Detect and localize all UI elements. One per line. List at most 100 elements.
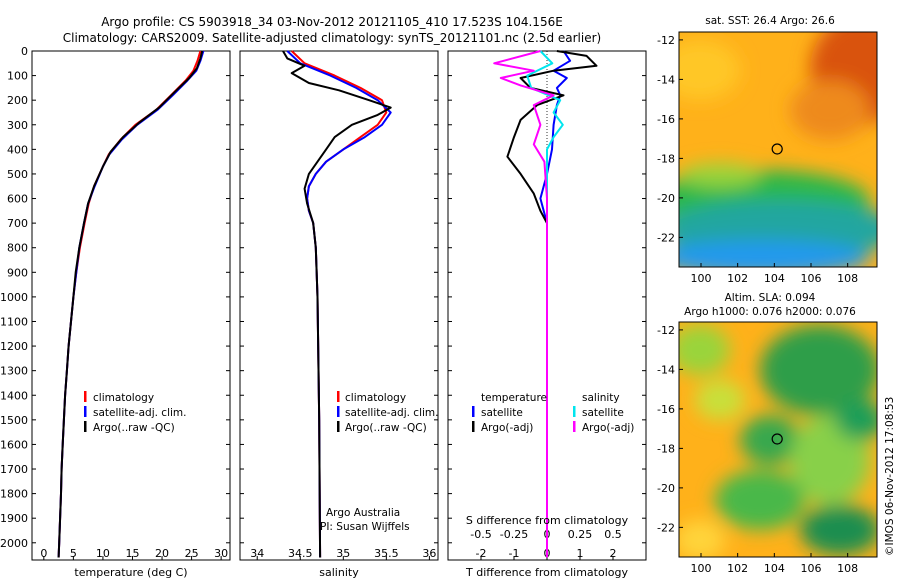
depth-tick-label: 1200 xyxy=(0,340,28,353)
lat-tick-label: -14 xyxy=(657,73,675,86)
legend-label-satellite-adj: satellite-adj. clim. xyxy=(345,407,438,419)
depth-tick-label: 900 xyxy=(7,266,28,279)
legend-title-temperature: temperature xyxy=(481,392,547,404)
lat-tick-label: -14 xyxy=(657,363,675,376)
x-tick-label: 35 xyxy=(336,547,350,560)
credit-line-2: PI: Susan Wijffels xyxy=(320,521,410,533)
legend-label-satellite-adj: satellite-adj. clim. xyxy=(93,407,186,419)
series-line xyxy=(57,50,204,558)
depth-tick-label: 1300 xyxy=(0,365,28,378)
legend-label-sal-satellite: satellite xyxy=(582,407,624,419)
salinity-xlabel: salinity xyxy=(319,566,359,579)
legend-swatch-argo xyxy=(84,421,87,432)
legend-label-argo: Argo(..raw -QC) xyxy=(345,422,427,434)
legend-swatch-climatology xyxy=(337,391,340,402)
legend-label-climatology: climatology xyxy=(93,392,154,404)
depth-tick-label: 1700 xyxy=(0,463,28,476)
lon-tick-label: 104 xyxy=(764,562,785,575)
x-tick-label: 2 xyxy=(610,547,617,560)
x-tick-label: 36 xyxy=(422,547,436,560)
depth-tick-label: 2000 xyxy=(0,537,28,550)
lon-tick-label: 100 xyxy=(691,562,712,575)
s-tick-label: 0.25 xyxy=(568,528,593,541)
x-tick-label: 5 xyxy=(70,547,77,560)
lat-tick-label: -16 xyxy=(657,113,675,126)
depth-tick-label: 600 xyxy=(7,193,28,206)
legend-swatch-argo xyxy=(337,421,340,432)
series-line xyxy=(493,50,555,558)
lat-tick-label: -22 xyxy=(657,231,675,244)
legend-swatch-satellite-adj xyxy=(84,406,87,417)
x-tick-label: 1 xyxy=(577,547,584,560)
legend-label-argo: Argo(..raw -QC) xyxy=(93,422,175,434)
depth-tick-label: 1500 xyxy=(0,414,28,427)
s-tick-label: -0.5 xyxy=(470,528,491,541)
depth-tick-label: 1600 xyxy=(0,438,28,451)
lon-tick-label: 108 xyxy=(837,562,858,575)
sla-map-axes: -12 -14 -16 -18 -20 -22 100 102 104 106 108 xyxy=(657,324,858,575)
lon-tick-label: 106 xyxy=(801,562,822,575)
lat-tick-label: -20 xyxy=(657,192,675,205)
sst-map-title: sat. SST: 26.4 Argo: 26.6 xyxy=(705,15,835,27)
depth-axis: 0 100 200 300 400 500 600 700 800 900 1000 1100 1200… xyxy=(0,45,646,550)
x-tick-label: 15 xyxy=(125,547,139,560)
x-tick-label: -1 xyxy=(509,547,520,560)
s-difference-label: S difference from climatology xyxy=(466,514,629,527)
lat-tick-label: -20 xyxy=(657,482,675,495)
sst-float-marker xyxy=(771,143,783,155)
lat-tick-label: -12 xyxy=(657,324,675,337)
x-tick-label: 0 xyxy=(40,547,47,560)
x-tick-label: 30 xyxy=(214,547,228,560)
salinity-panel xyxy=(239,50,439,561)
legend-swatch-climatology xyxy=(84,391,87,402)
x-tick-label: 34.5 xyxy=(288,547,313,560)
s-tick-label: -0.25 xyxy=(500,528,528,541)
depth-tick-label: 1900 xyxy=(0,512,28,525)
depth-tick-label: 800 xyxy=(7,242,28,255)
legend-swatch-satellite-adj xyxy=(337,406,340,417)
depth-tick-label: 1100 xyxy=(0,315,28,328)
legend-label-temp-satellite: satellite xyxy=(481,407,523,419)
imos-timestamp: ©IMOS 06-Nov-2012 17:08:53 xyxy=(884,397,896,556)
legend-label-temp-argo: Argo(-adj) xyxy=(481,422,533,434)
x-tick-label: 20 xyxy=(155,547,169,560)
sst-map-axes: -12 -14 -16 -18 -20 -22 100 102 104 106 108 xyxy=(657,34,858,285)
profile-series xyxy=(57,50,598,558)
lon-tick-label: 100 xyxy=(691,272,712,285)
legend-title-salinity: salinity xyxy=(582,392,620,404)
lon-tick-label: 104 xyxy=(764,272,785,285)
legend-swatch-temp-argo xyxy=(472,421,475,432)
x-tick-label: 25 xyxy=(185,547,199,560)
legend-swatch-temp-satellite xyxy=(472,406,475,417)
difference-legend: temperature satellite Argo(-adj) salinit… xyxy=(472,392,634,434)
depth-tick-label: 400 xyxy=(7,143,28,156)
temperature-xlabel: temperature (deg C) xyxy=(74,566,187,579)
legend-label-sal-argo: Argo(-adj) xyxy=(582,422,634,434)
temperature-panel xyxy=(31,50,231,561)
x-tick-label: 34 xyxy=(250,547,264,560)
temperature-legend: climatology satellite-adj. clim. Argo(..… xyxy=(84,391,186,434)
series-line xyxy=(282,50,392,558)
depth-tick-label: 100 xyxy=(7,70,28,83)
climatology-title: Climatology: CARS2009. Satellite-adjuste… xyxy=(63,31,601,45)
depth-tick-label: 1800 xyxy=(0,488,28,501)
lon-tick-label: 102 xyxy=(727,562,748,575)
sla-float-marker xyxy=(771,433,783,445)
legend-swatch-sal-satellite xyxy=(573,406,576,417)
sla-title-line-1: Altim. SLA: 0.094 xyxy=(725,292,816,304)
lat-tick-label: -12 xyxy=(657,34,675,47)
depth-tick-label: 0 xyxy=(21,45,28,58)
lat-tick-label: -18 xyxy=(657,152,675,165)
s-tick-label: 0.5 xyxy=(604,528,622,541)
lat-tick-label: -16 xyxy=(657,403,675,416)
depth-tick-label: 300 xyxy=(7,119,28,132)
sst-map xyxy=(678,31,878,268)
t-difference-xlabel: T difference from climatology xyxy=(465,566,628,579)
depth-tick-label: 500 xyxy=(7,168,28,181)
profile-title: Argo profile: CS 5903918_34 03-Nov-2012 … xyxy=(101,15,563,29)
x-tick-label: 35.5 xyxy=(374,547,399,560)
depth-tick-label: 1400 xyxy=(0,389,28,402)
depth-tick-label: 700 xyxy=(7,217,28,230)
panel-x-axes: 0 5 10 15 20 25 30 34 34.5 35 35.5 36 -2 -1 0 1 2-0.5 -0.… xyxy=(40,51,622,560)
